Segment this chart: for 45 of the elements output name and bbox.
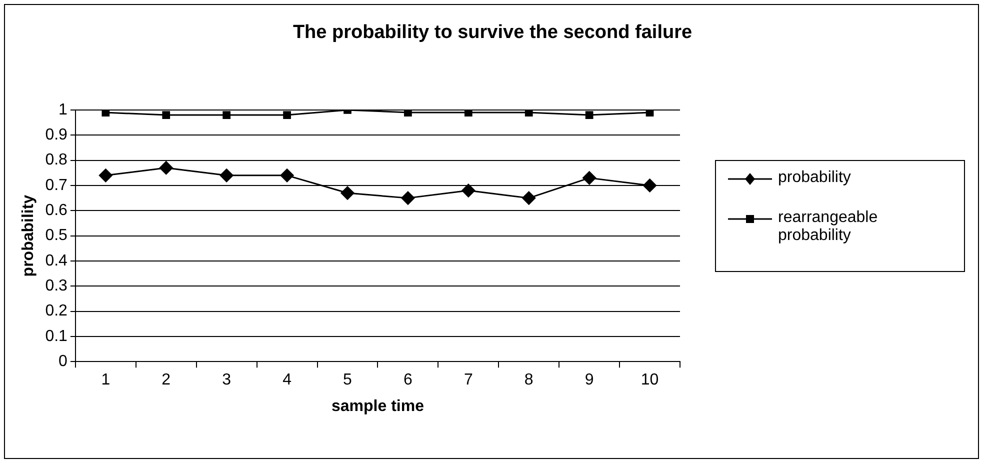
point [401, 191, 415, 205]
x-tick-label: 5 [343, 372, 352, 389]
x-tick-label: 1 [101, 372, 110, 389]
point [585, 111, 594, 119]
y-tick-label: 0.1 [45, 328, 68, 345]
x-tick-label: 10 [640, 372, 659, 389]
y-tick-label: 0.7 [45, 176, 68, 194]
point [404, 110, 412, 116]
point [222, 111, 231, 119]
point [98, 168, 112, 182]
point [283, 111, 291, 119]
y-tick-label: 0.6 [45, 202, 68, 220]
legend-label: probability [778, 169, 851, 187]
point [464, 110, 472, 116]
point [524, 110, 533, 116]
x-tick-label: 9 [584, 372, 594, 389]
y-tick-label: 1 [58, 101, 68, 118]
x-tick-label: 2 [162, 372, 171, 389]
y-tick-label: 0.8 [45, 152, 68, 169]
x-tick-label: 8 [524, 372, 534, 389]
point [462, 184, 476, 198]
point [643, 178, 657, 192]
chart-title: The probability to survive the second failure [292, 22, 694, 44]
point [280, 168, 294, 182]
point [162, 111, 170, 119]
y-tick-label: 0.4 [45, 252, 68, 270]
point [522, 191, 536, 205]
y-tick-label: 0 [58, 353, 68, 370]
x-axis-title: sample time [331, 398, 424, 415]
point [582, 171, 596, 185]
point [159, 161, 173, 175]
point [102, 110, 110, 116]
point [220, 168, 234, 182]
y-axis-title: probability [20, 194, 38, 277]
y-tick-label: 0.3 [45, 278, 68, 295]
x-tick-label: 4 [282, 372, 292, 389]
y-tick-label: 0.9 [45, 126, 68, 144]
x-tick-label: 7 [464, 372, 473, 389]
x-tick-label: 3 [222, 372, 232, 389]
x-tick-label: 6 [403, 372, 412, 389]
point [340, 186, 354, 200]
legend-label: rearrangeable probability [778, 209, 879, 245]
point [646, 110, 654, 116]
y-tick-label: 0.5 [45, 227, 68, 244]
y-tick-label: 0.2 [45, 302, 68, 320]
